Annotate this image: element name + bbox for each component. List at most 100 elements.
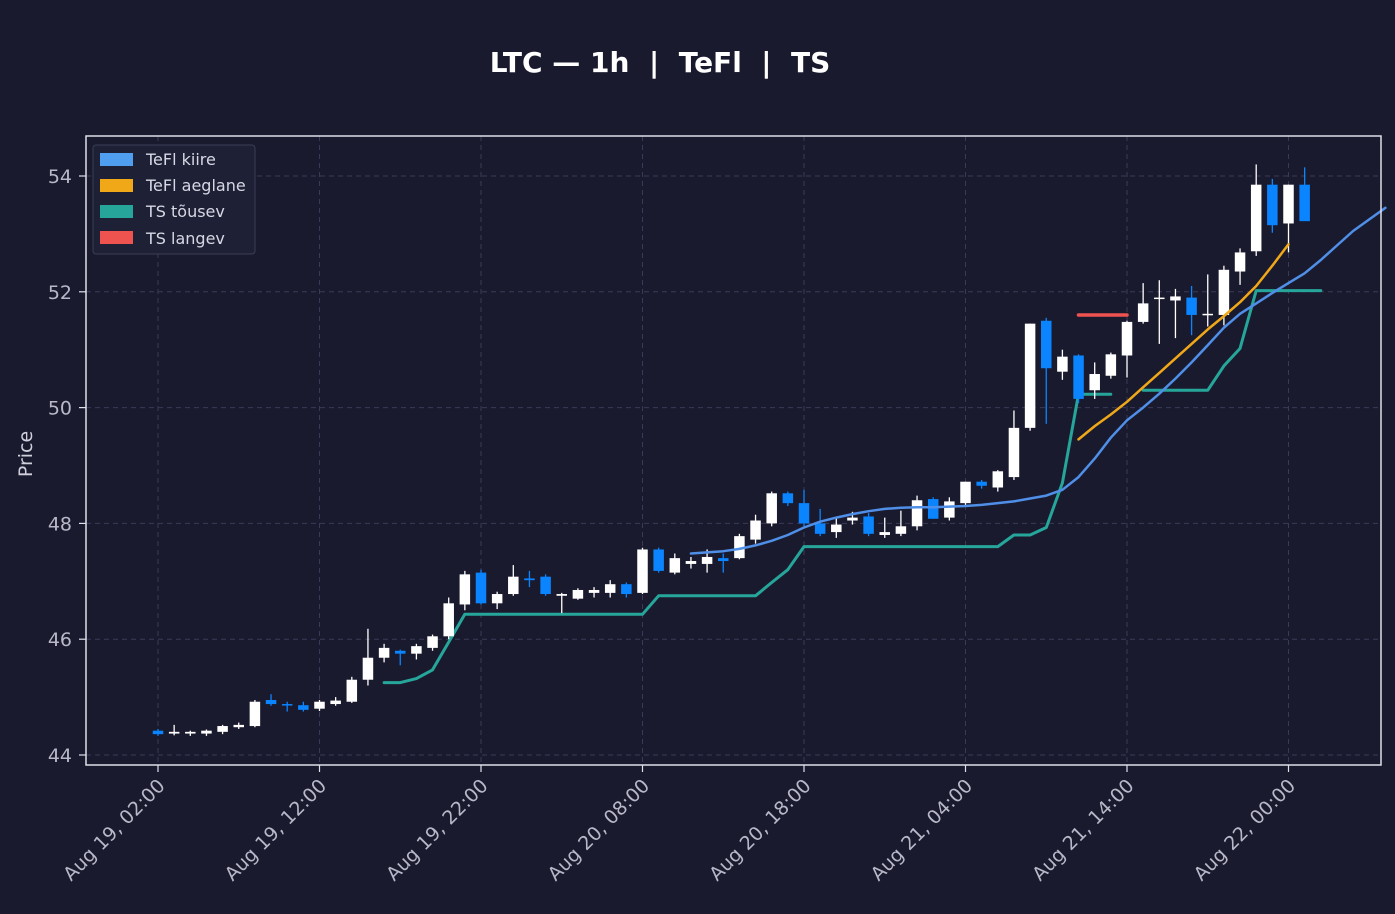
candle: [621, 582, 632, 598]
candle-body: [1073, 355, 1084, 399]
candle-body: [653, 549, 664, 571]
candle: [1154, 280, 1165, 344]
candle: [1137, 283, 1149, 324]
candle-body: [1024, 323, 1036, 428]
candle: [1186, 286, 1197, 336]
candle: [281, 701, 293, 712]
candle: [330, 697, 341, 706]
candle-body: [201, 730, 212, 734]
candle-body: [863, 516, 874, 534]
candle-body: [621, 584, 632, 595]
candle-body: [879, 532, 890, 535]
candle: [1170, 288, 1181, 339]
candle: [879, 517, 890, 538]
candle-body: [782, 493, 794, 504]
candle-body: [395, 650, 406, 654]
candle-body: [152, 730, 164, 735]
candle: [653, 547, 664, 573]
candle: [588, 587, 600, 598]
legend-label-ts-tousev: TS tõusev: [145, 202, 225, 221]
candle-body: [1186, 297, 1197, 315]
candle-body: [1105, 354, 1117, 376]
legend-box: [92, 144, 256, 255]
candle: [443, 597, 454, 640]
candle-body: [1218, 269, 1230, 315]
plot-frame: [85, 135, 1382, 766]
candle: [168, 724, 180, 736]
legend-label-tefl-kiire: TeFl kiire: [145, 150, 216, 169]
ts-tousev-line: [382, 392, 1113, 685]
candle: [1299, 167, 1310, 222]
y-tick-label: 44: [48, 745, 72, 767]
candle-body: [669, 558, 681, 573]
candle-body: [459, 574, 471, 605]
legend-swatch-ts-tousev: [100, 205, 133, 218]
candle: [540, 574, 551, 596]
candles: [152, 164, 1310, 736]
candle-body: [604, 584, 616, 593]
legend: TeFl kiire TeFl aeglane TS tõusev TS lan…: [92, 144, 256, 255]
candle: [265, 694, 277, 706]
candle: [1234, 248, 1246, 285]
candle: [976, 479, 987, 489]
candle: [427, 634, 438, 651]
candle-body: [927, 499, 939, 519]
candle-body: [944, 501, 955, 518]
candle: [1121, 320, 1133, 378]
candle-body: [637, 549, 648, 593]
tefl-lines: [689, 206, 1387, 555]
candle-body: [1154, 297, 1165, 300]
candle: [1057, 349, 1068, 380]
candle: [604, 580, 616, 598]
candle: [378, 643, 390, 663]
candle-body: [556, 594, 567, 596]
candle-body: [233, 724, 244, 728]
ts-lines: [382, 289, 1323, 685]
candle: [298, 701, 309, 712]
candle-body: [1267, 184, 1278, 226]
candle-body: [814, 523, 826, 534]
candle-body: [1121, 321, 1133, 356]
candle-body: [750, 520, 761, 540]
candle-body: [734, 536, 745, 559]
candle-body: [1299, 184, 1310, 222]
candle-body: [1008, 427, 1020, 478]
candle-body: [1137, 303, 1149, 322]
candle: [1024, 323, 1036, 431]
tefl-kiire-line: [689, 206, 1387, 555]
candle-body: [314, 701, 325, 709]
candle-body: [1089, 374, 1100, 391]
candle: [895, 510, 907, 537]
candle-body: [831, 524, 842, 533]
candle-body: [443, 603, 454, 637]
candle: [1105, 352, 1117, 379]
candle-body: [217, 726, 228, 732]
legend-swatch-ts-langev: [100, 231, 133, 244]
candle-body: [1234, 252, 1246, 272]
candle: [669, 553, 681, 575]
candle-body: [572, 589, 584, 599]
y-tick-label: 48: [48, 513, 72, 535]
candle: [1283, 184, 1294, 253]
candle: [944, 497, 955, 521]
candle: [233, 722, 244, 729]
candle-body: [508, 576, 519, 595]
y-tick-label: 54: [48, 166, 72, 188]
candle-body: [895, 526, 907, 534]
legend-swatch-tefl-aeglane: [100, 179, 133, 192]
candle-body: [491, 594, 503, 604]
candle: [556, 592, 567, 614]
candle: [1267, 178, 1278, 233]
y-tick-label: 50: [48, 398, 72, 420]
candle-body: [766, 493, 777, 524]
candle-body: [1283, 184, 1294, 224]
candle: [782, 491, 794, 507]
candle: [992, 470, 1004, 492]
candle: [346, 676, 358, 703]
candle: [152, 728, 164, 736]
chart-title: LTC — 1h | TeFl | TS: [490, 46, 831, 79]
candle: [362, 628, 374, 686]
candle-body: [718, 558, 729, 562]
candle: [249, 699, 261, 728]
